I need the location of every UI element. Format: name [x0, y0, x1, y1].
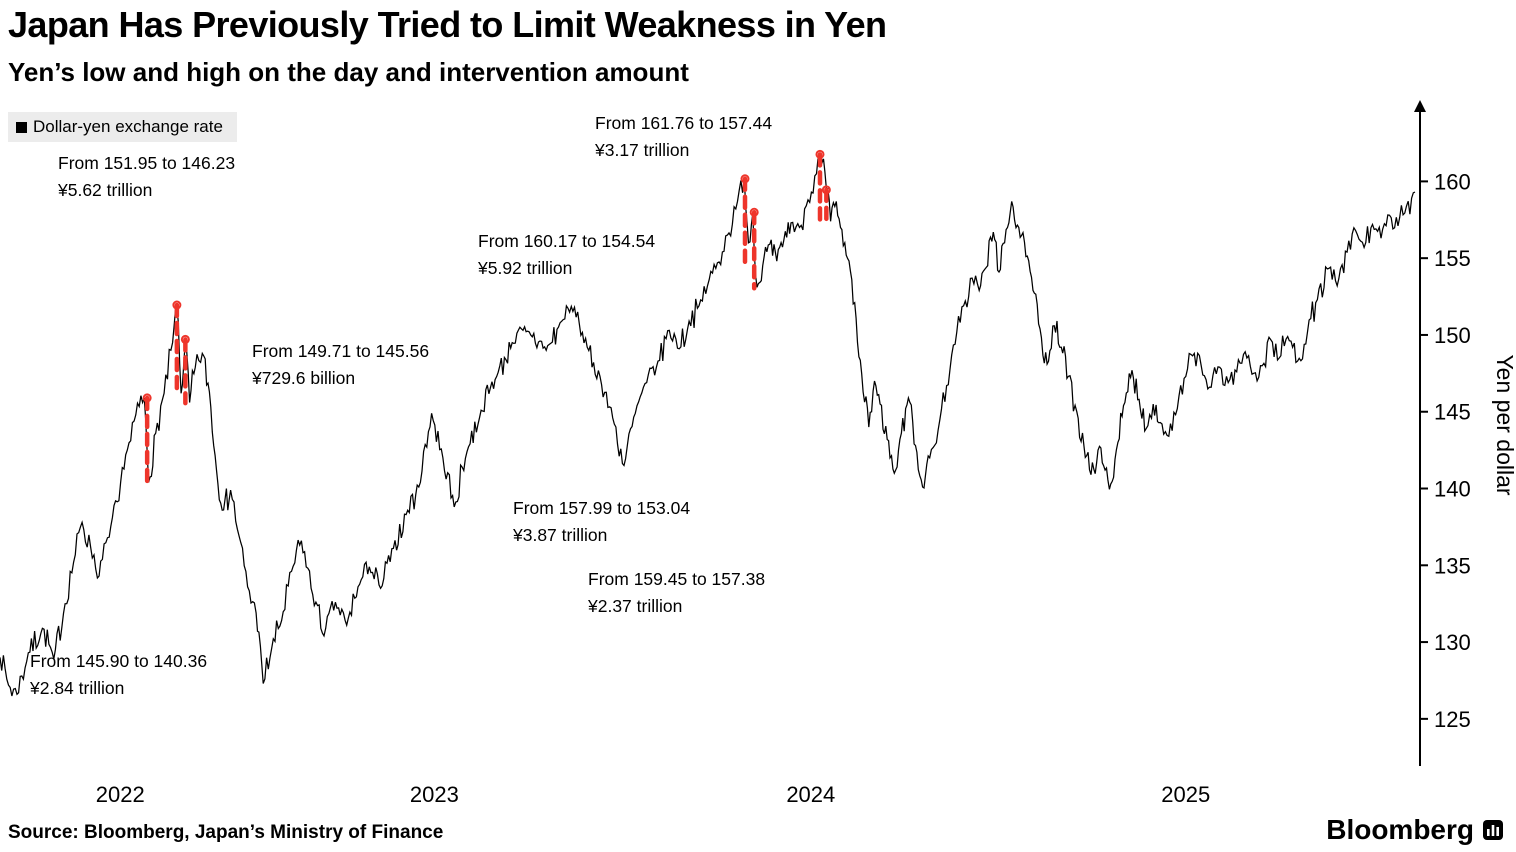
x-tick-label: 2024 — [786, 782, 835, 807]
page-subtitle: Yen’s low and high on the day and interv… — [8, 57, 689, 87]
y-tick-label: 130 — [1434, 630, 1471, 655]
intervention-range: From 149.71 to 145.56 — [252, 341, 430, 361]
intervention-marker-dot — [749, 207, 759, 217]
intervention-range: From 159.45 to 157.38 — [588, 569, 766, 589]
intervention-marker-dot — [180, 334, 190, 344]
legend-swatch-icon — [16, 121, 27, 133]
exchange-rate-line — [0, 152, 1416, 697]
intervention-range: From 151.95 to 146.23 — [58, 153, 236, 173]
source-note: Source: Bloomberg, Japan’s Ministry of F… — [8, 822, 444, 843]
y-tick-label: 160 — [1434, 169, 1471, 194]
intervention-annotation: From 160.17 to 154.54 ¥5.92 trillion — [478, 228, 655, 282]
y-tick-label: 125 — [1434, 707, 1471, 732]
y-tick-label: 145 — [1434, 400, 1471, 425]
intervention-marker-dot — [815, 149, 825, 159]
bloomberg-logo: Bloomberg — [1326, 814, 1504, 846]
intervention-marker-dot — [821, 185, 831, 195]
intervention-range: From 157.99 to 153.04 — [513, 498, 691, 518]
intervention-amount: ¥3.87 trillion — [513, 525, 608, 545]
intervention-range: From 160.17 to 154.54 — [478, 231, 656, 251]
intervention-range: From 161.76 to 157.44 — [595, 113, 773, 133]
intervention-annotation: From 149.71 to 145.56 ¥729.6 billion — [252, 338, 429, 392]
y-tick-label: 150 — [1434, 323, 1471, 348]
page-title: Japan Has Previously Tried to Limit Weak… — [8, 4, 887, 45]
intervention-amount: ¥5.62 trillion — [58, 180, 153, 200]
legend-label: Dollar-yen exchange rate — [33, 117, 223, 136]
intervention-marker-dot — [740, 174, 750, 184]
y-tick-label: 140 — [1434, 477, 1471, 502]
intervention-amount: ¥5.92 trillion — [478, 258, 573, 278]
intervention-annotation: From 157.99 to 153.04 ¥3.87 trillion — [513, 495, 690, 549]
intervention-amount: ¥3.17 trillion — [595, 140, 690, 160]
x-tick-label: 2023 — [410, 782, 459, 807]
intervention-range: From 145.90 to 140.36 — [30, 651, 208, 671]
intervention-annotation: From 161.76 to 157.44 ¥3.17 trillion — [595, 110, 772, 164]
intervention-annotation: From 159.45 to 157.38 ¥2.37 trillion — [588, 566, 765, 620]
bloomberg-wordmark: Bloomberg — [1326, 814, 1474, 845]
legend: Dollar-yen exchange rate — [8, 112, 237, 142]
x-tick-label: 2025 — [1161, 782, 1210, 807]
intervention-marker-dot — [172, 300, 182, 310]
bloomberg-terminal-icon — [1482, 819, 1504, 841]
y-axis-title: Yen per dollar — [1492, 354, 1516, 495]
dollar-yen-line-chart: 125 130 135 140 145 150 155 160 Yen per dollar 20… — [0, 100, 1516, 807]
intervention-amount: ¥2.37 trillion — [588, 596, 683, 616]
intervention-amount: ¥729.6 billion — [252, 368, 356, 388]
intervention-annotation: From 145.90 to 140.36 ¥2.84 trillion — [30, 648, 207, 702]
x-tick-label: 2022 — [96, 782, 145, 807]
intervention-amount: ¥2.84 trillion — [30, 678, 125, 698]
intervention-marker-dot — [142, 393, 152, 403]
intervention-annotation: From 151.95 to 146.23 ¥5.62 trillion — [58, 150, 235, 204]
y-axis-arrow-icon — [1414, 100, 1426, 112]
y-tick-label: 135 — [1434, 553, 1471, 578]
y-tick-label: 155 — [1434, 246, 1471, 271]
